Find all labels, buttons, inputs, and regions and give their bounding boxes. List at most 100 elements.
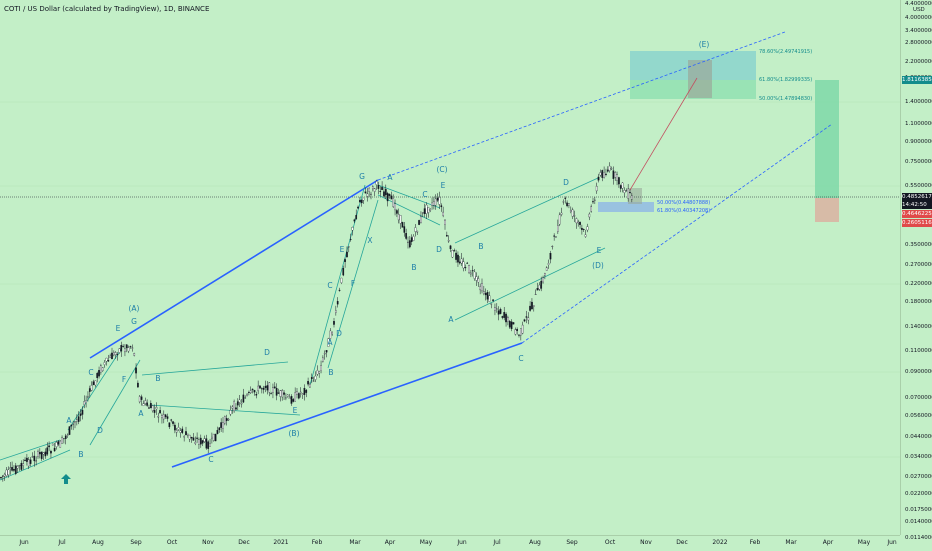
candle-body xyxy=(222,422,224,429)
projection-arrow[interactable] xyxy=(629,77,698,191)
candle-body xyxy=(412,236,415,241)
channel-upper-extension[interactable] xyxy=(377,31,786,181)
chart-grid xyxy=(0,101,900,458)
candle-body xyxy=(246,394,248,396)
time-axis[interactable]: Jun Jul Aug Sep Oct Nov Dec 2021 Feb Mar Apr May Jun… xyxy=(0,535,900,551)
candle-body xyxy=(255,394,258,396)
candle-body xyxy=(566,202,568,207)
candle-body xyxy=(283,392,285,395)
wave-label: B xyxy=(155,374,160,383)
candle-body xyxy=(360,199,363,204)
candle-body xyxy=(549,253,552,260)
long-position-stop[interactable] xyxy=(815,198,839,222)
candle-body xyxy=(540,280,543,289)
candle-body xyxy=(542,277,544,283)
candle-body xyxy=(81,409,84,415)
candle-body xyxy=(96,372,99,379)
price-tick: 0.02700000 xyxy=(905,474,932,480)
candle-body xyxy=(42,452,45,455)
candle-body xyxy=(462,261,465,269)
candle-body xyxy=(174,424,176,431)
candle-body xyxy=(242,394,245,403)
time-tick: Apr xyxy=(822,539,834,546)
candle-body xyxy=(623,190,626,193)
fib-support-zone[interactable] xyxy=(598,202,654,212)
wave-label: F xyxy=(122,375,126,384)
candle-body xyxy=(18,465,21,467)
price-label: 1.81163850 xyxy=(902,76,932,84)
price-tick: 0.07000000 xyxy=(905,395,932,401)
candle-body xyxy=(131,347,134,349)
price-tick: 0.18000000 xyxy=(905,299,932,305)
candle-body xyxy=(70,424,73,427)
time-tick: Jul xyxy=(493,539,501,546)
candle-body xyxy=(27,459,30,467)
candle-body xyxy=(320,365,322,371)
candle-body xyxy=(471,270,474,272)
candle-body xyxy=(192,437,195,441)
candle-body xyxy=(35,460,38,462)
candle-body xyxy=(161,415,163,419)
candle-body xyxy=(534,293,537,295)
candle-body xyxy=(72,423,74,425)
candle-body xyxy=(466,262,469,264)
candle-body xyxy=(392,198,395,207)
candle-body xyxy=(162,414,165,420)
candle-body xyxy=(244,397,247,399)
candle-body xyxy=(520,328,522,336)
candle-body xyxy=(405,233,408,239)
time-tick: Jun xyxy=(19,539,29,546)
candle-body xyxy=(286,394,289,397)
candle-body xyxy=(31,456,34,458)
candle-body xyxy=(277,392,280,394)
candle-body xyxy=(135,367,137,374)
wave-label: A xyxy=(327,338,333,347)
candle-body xyxy=(159,410,161,414)
channel-upper-line[interactable] xyxy=(89,179,379,359)
sub-channel-lines[interactable] xyxy=(0,177,606,481)
candle-body xyxy=(186,433,189,436)
candle-body xyxy=(531,301,533,310)
candle-body xyxy=(146,402,148,406)
candle-body xyxy=(63,438,65,440)
candle-body xyxy=(553,235,556,237)
candle-body xyxy=(74,421,76,423)
candle-body xyxy=(273,386,276,389)
price-label: 0.26051168 xyxy=(902,219,932,227)
target-projection-box[interactable] xyxy=(688,60,712,98)
long-position-target[interactable] xyxy=(815,80,839,198)
candle-body xyxy=(253,390,256,393)
candle-body xyxy=(129,346,132,348)
time-tick: Aug xyxy=(529,539,541,546)
price-chart[interactable]: 78.60%(2.49741915) 61.80%(1.82999335) 50… xyxy=(0,0,900,535)
candle-body xyxy=(212,433,215,441)
candle-body xyxy=(314,375,317,380)
price-axis[interactable]: 4.40000000 4.00000000 3.40000000 2.80000000… xyxy=(900,0,932,541)
retest-box[interactable] xyxy=(628,188,642,204)
candle-body xyxy=(488,295,491,302)
fib-label-618-top: 61.80%(1.82999335) xyxy=(759,77,812,83)
candle-body xyxy=(521,324,524,334)
candle-body xyxy=(505,313,507,323)
channel-lower-extension[interactable] xyxy=(521,123,833,344)
time-tick: Sep xyxy=(130,539,142,546)
candle-body xyxy=(414,227,417,232)
candle-body xyxy=(140,396,143,400)
candle-body xyxy=(344,259,346,263)
candle-body xyxy=(581,227,583,230)
channel-lower-line[interactable] xyxy=(171,342,523,468)
candle-body xyxy=(50,450,52,454)
price-label: 14:42:50 xyxy=(902,201,932,209)
candle-body xyxy=(305,389,308,393)
candle-body xyxy=(458,261,461,264)
candle-body xyxy=(571,209,574,217)
candle-body xyxy=(368,187,371,192)
candle-body xyxy=(507,317,509,322)
candle-body xyxy=(416,230,419,233)
candle-body xyxy=(482,291,485,294)
time-tick: Feb xyxy=(311,539,323,546)
candle-body xyxy=(577,221,580,224)
wave-label: D xyxy=(563,178,569,187)
candle-body xyxy=(516,328,519,332)
